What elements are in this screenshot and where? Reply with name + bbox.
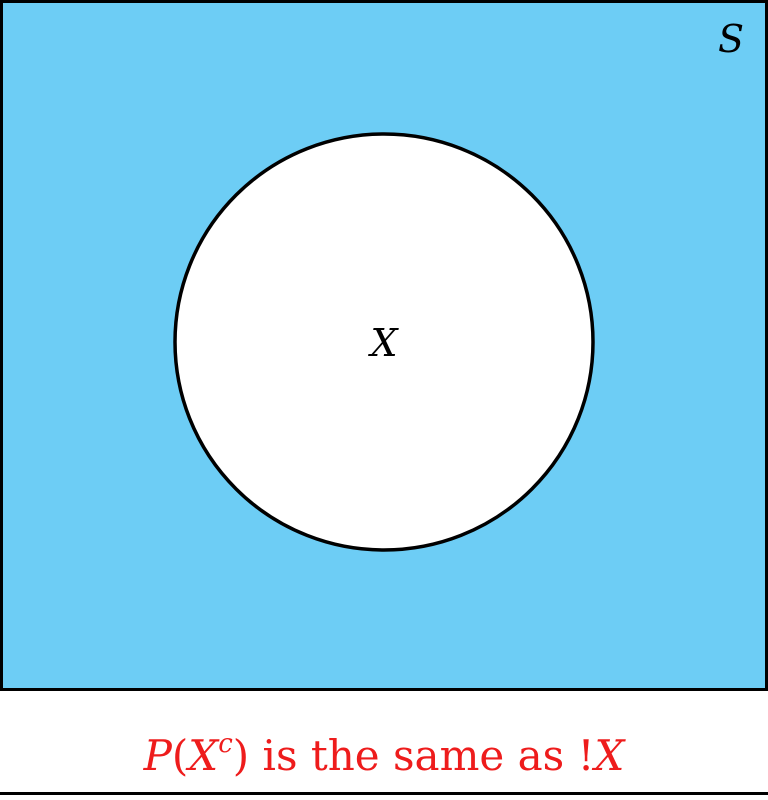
bottom-rule	[0, 792, 768, 795]
set-label: X	[367, 321, 399, 365]
caption-open-paren: (	[171, 731, 189, 780]
caption-set-symbol: X	[188, 731, 219, 780]
venn-diagram: S X	[0, 0, 768, 691]
caption-text: is the same as	[249, 731, 578, 780]
caption: P(Xc) is the same as !X	[0, 724, 768, 788]
caption-prob-symbol: P	[143, 731, 172, 780]
caption-close-paren: )	[232, 731, 250, 780]
caption-not-symbol: !	[577, 731, 595, 780]
caption-not-set-symbol: X	[594, 731, 625, 780]
set-X-circle	[173, 132, 595, 552]
caption-complement-superscript: c	[218, 729, 233, 759]
universe-label: S	[718, 17, 744, 61]
